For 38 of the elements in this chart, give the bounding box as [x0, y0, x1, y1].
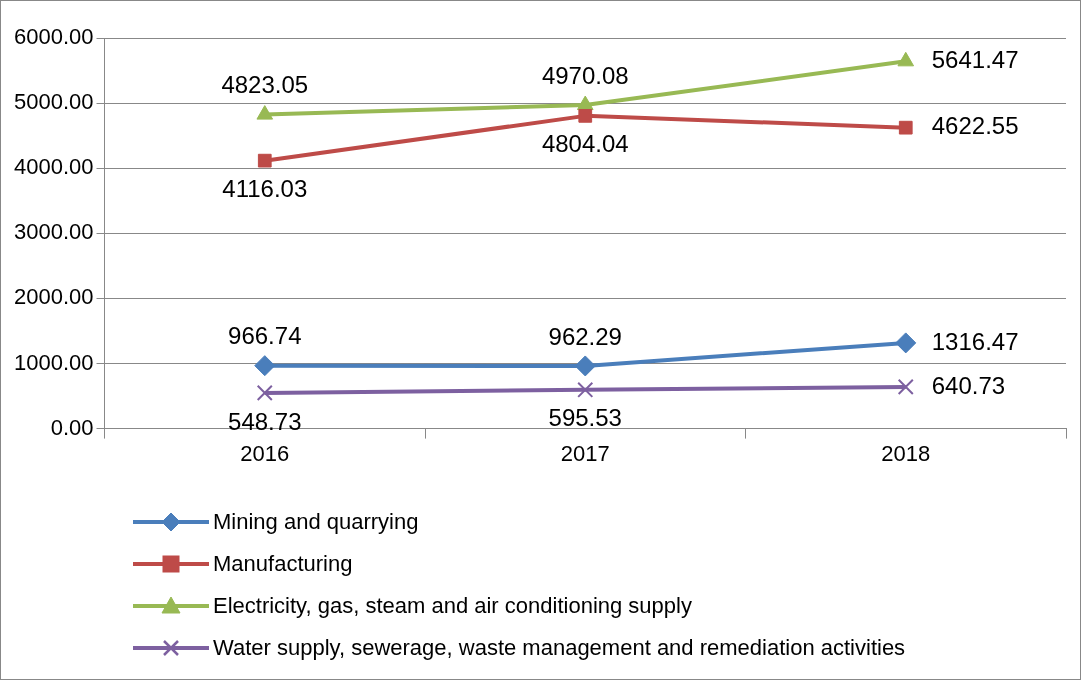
data-label: 4804.04	[541, 130, 629, 158]
data-label: 548.73	[228, 407, 302, 435]
y-tick-label: 1000.00	[13, 349, 94, 375]
data-label: 966.74	[228, 322, 302, 350]
x-tick-label: 2017	[560, 440, 610, 466]
data-label: 962.29	[548, 322, 622, 350]
x-tick-label: 2016	[240, 440, 290, 466]
x-tick-label: 2018	[881, 440, 931, 466]
y-tick-label: 6000.00	[13, 24, 94, 50]
data-label: 5641.47	[931, 45, 1019, 73]
point	[256, 105, 274, 120]
point	[895, 332, 917, 354]
legend-label: Water supply, sewerage, waste management and remediation activities	[213, 635, 906, 661]
legend-label: Manufacturing	[213, 551, 353, 577]
point	[898, 120, 913, 135]
point	[577, 381, 594, 398]
y-tick-label: 2000.00	[13, 284, 94, 310]
y-tick-label: 4000.00	[13, 154, 94, 180]
data-label: 4823.05	[221, 71, 309, 99]
point	[897, 378, 914, 395]
data-label: 4970.08	[541, 61, 629, 89]
point	[578, 108, 593, 123]
y-tick-label: 0.00	[50, 414, 94, 440]
data-label: 4622.55	[931, 112, 1019, 140]
point	[576, 95, 594, 111]
point	[256, 384, 273, 401]
y-tick-label: 5000.00	[13, 89, 94, 115]
data-label: 640.73	[931, 371, 1006, 399]
y-tick-label: 3000.00	[13, 219, 94, 245]
data-label: 1316.47	[931, 327, 1019, 355]
point	[897, 51, 915, 67]
point	[574, 355, 596, 377]
data-label: 595.53	[548, 404, 622, 432]
legend-label: Electricity, gas, steam and air conditioning supply	[213, 593, 692, 619]
data-label: 4116.03	[222, 175, 308, 203]
point	[257, 153, 272, 168]
point	[254, 355, 276, 377]
legend-label: Mining and quarrying	[213, 509, 419, 535]
